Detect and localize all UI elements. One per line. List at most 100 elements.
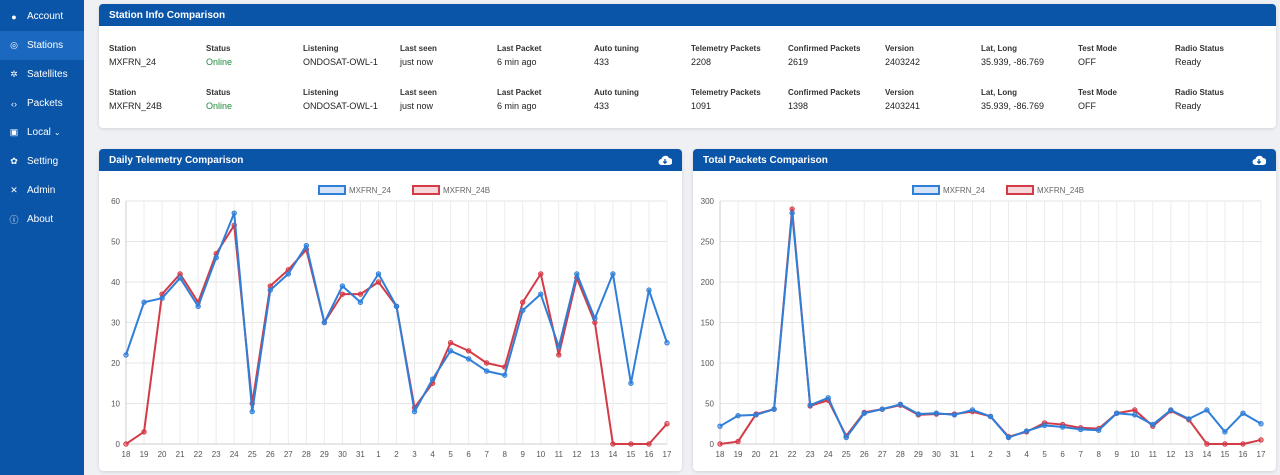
info-cell: Status Online [206, 88, 232, 111]
x-tick-label: 21 [770, 450, 779, 459]
x-tick-label: 16 [645, 450, 654, 459]
x-tick-label: 27 [878, 450, 887, 459]
info-label: Station [109, 88, 137, 97]
chevron-down-icon: ⌄ [53, 128, 61, 137]
info-label: Confirmed Packets [788, 88, 861, 97]
data-point [735, 412, 741, 419]
info-value: 433 [594, 57, 610, 67]
sidebar-item-satellites[interactable]: ✲ Satellites [0, 60, 84, 89]
info-label: Station [109, 44, 137, 53]
total-packets-card: Total Packets Comparison MXFRN_24 MXFRN_2… [693, 149, 1276, 471]
tools-icon: ✕ [10, 185, 18, 195]
x-tick-label: 5 [1042, 450, 1047, 459]
data-point [375, 271, 382, 277]
x-tick-label: 6 [466, 450, 471, 459]
sidebar: ● Account ◎ Stations ✲ Satellites ‹› Packets ▣ Lo… [0, 0, 84, 475]
y-tick-label: 20 [111, 359, 120, 368]
data-point [141, 429, 147, 435]
total-packets-title: Total Packets Comparison [703, 154, 828, 166]
x-tick-label: 25 [248, 450, 257, 459]
info-label: Status [206, 44, 231, 53]
data-point [213, 255, 219, 261]
data-point [1186, 416, 1192, 422]
info-value: 1398 [788, 101, 809, 111]
code-icon: ‹› [11, 98, 17, 109]
data-point [393, 303, 400, 310]
data-point [483, 368, 490, 374]
data-point [429, 376, 436, 382]
legend-swatch [912, 185, 940, 195]
legend-label: MXFRN_24B [443, 186, 490, 195]
x-tick-label: 17 [1257, 450, 1266, 459]
x-tick-label: 1 [970, 450, 975, 459]
info-cell: Last Packet 6 min ago [497, 88, 541, 111]
info-value: Ready [1175, 101, 1202, 111]
x-tick-label: 29 [320, 450, 329, 459]
x-tick-label: 24 [824, 450, 833, 459]
data-point [1005, 434, 1012, 441]
x-tick-label: 3 [1006, 450, 1011, 459]
cloud-download-icon[interactable] [658, 155, 672, 166]
data-point [177, 275, 183, 281]
info-value: 6 min ago [497, 101, 537, 111]
x-tick-label: 1 [376, 450, 381, 459]
info-cell: Confirmed Packets 2619 [788, 44, 860, 67]
x-tick-label: 20 [752, 450, 761, 459]
info-value: ONDOSAT-OWL-1 [303, 101, 378, 111]
sidebar-item-account[interactable]: ● Account [0, 2, 84, 31]
x-tick-label: 13 [590, 450, 599, 459]
x-tick-label: 18 [122, 450, 131, 459]
cloud-download-icon[interactable] [1252, 155, 1266, 166]
satellite-icon: ✲ [10, 69, 18, 79]
x-tick-label: 30 [338, 450, 347, 459]
x-tick-label: 4 [1024, 450, 1029, 459]
data-point [1258, 421, 1264, 427]
data-point [321, 319, 328, 326]
data-point [574, 271, 580, 277]
info-cell: Auto tuning 433 [594, 88, 639, 111]
x-tick-label: 4 [430, 450, 435, 459]
x-tick-label: 12 [572, 450, 581, 459]
x-tick-label: 6 [1060, 450, 1065, 459]
sidebar-item-packets[interactable]: ‹› Packets [0, 89, 84, 118]
y-tick-label: 150 [701, 319, 715, 328]
x-tick-label: 11 [555, 450, 564, 459]
info-label: Radio Status [1175, 44, 1224, 53]
x-tick-label: 7 [1078, 450, 1083, 459]
info-value: MXFRN_24 [109, 57, 157, 67]
x-tick-label: 29 [914, 450, 923, 459]
x-tick-label: 10 [1130, 450, 1139, 459]
data-point [357, 299, 364, 305]
data-point [717, 441, 723, 447]
data-point [123, 352, 129, 358]
sidebar-item-setting[interactable]: ✿ Setting [0, 147, 84, 176]
sidebar-item-about[interactable]: ⓘ About [0, 205, 84, 234]
station-info-table: Station MXFRN_24 Status Online Listening ONDO… [99, 26, 1276, 128]
x-tick-label: 10 [536, 450, 545, 459]
info-value: Ready [1175, 57, 1202, 67]
data-point [465, 348, 472, 354]
y-tick-label: 10 [111, 400, 120, 409]
info-cell: Lat, Long 35.939, -86.769 [981, 44, 1044, 67]
data-point [646, 287, 652, 293]
data-point [807, 402, 813, 408]
sidebar-item-label: Setting [27, 156, 59, 167]
info-value: 2403242 [885, 57, 921, 67]
legend-label: MXFRN_24 [349, 186, 391, 195]
x-tick-label: 30 [932, 450, 941, 459]
data-point [610, 271, 616, 277]
data-point [447, 348, 454, 354]
sidebar-item-local[interactable]: ▣ Local ⌄ [0, 118, 84, 147]
sidebar-item-stations[interactable]: ◎ Stations [0, 31, 84, 60]
info-label: Version [885, 88, 914, 97]
data-point [465, 356, 472, 362]
info-cell: Confirmed Packets 1398 [788, 88, 860, 111]
info-value: 2619 [788, 57, 809, 67]
sidebar-item-admin[interactable]: ✕ Admin [0, 176, 84, 205]
x-tick-label: 8 [1096, 450, 1101, 459]
info-value: just now [400, 57, 434, 67]
legend-swatch [412, 185, 440, 195]
info-value: 433 [594, 101, 610, 111]
total-packets-header: Total Packets Comparison [693, 149, 1276, 171]
